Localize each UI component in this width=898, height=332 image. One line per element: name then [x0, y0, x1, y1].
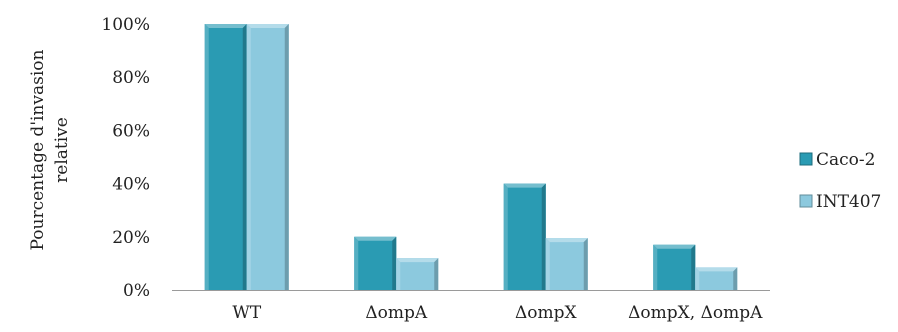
bar [354, 236, 397, 290]
legend-item: INT407 [799, 192, 881, 212]
bar-body [545, 238, 588, 290]
x-category-label: ΔompX, ΔompA [628, 303, 763, 323]
x-axis: WT ΔompA ΔompX ΔompX, ΔompA [232, 303, 763, 323]
y-tick-label: 100% [101, 15, 150, 35]
legend: Caco-2 INT407 [799, 150, 881, 212]
bar-body [396, 258, 439, 290]
bar-bevel-right [434, 258, 439, 290]
bar-bevel-top [653, 244, 696, 249]
bar-bevel-left [503, 183, 508, 290]
bar [396, 258, 439, 290]
bar [503, 183, 546, 290]
y-tick-label: 80% [112, 68, 150, 88]
bar-bevel-top [545, 238, 588, 243]
bar-bevel-top [354, 236, 397, 241]
bar-body [354, 236, 397, 290]
bar [246, 24, 289, 290]
bar-bevel-left [545, 238, 550, 290]
x-category-label: WT [232, 303, 261, 323]
y-tick-label: 60% [112, 121, 150, 141]
bar-bevel-right [284, 24, 289, 290]
bar-bevel-top [246, 24, 289, 28]
y-tick-label: 40% [112, 175, 150, 195]
legend-label: Caco-2 [816, 150, 875, 170]
y-axis-title-line-1: Pourcentage d'invasion [28, 49, 48, 250]
x-category-label: ΔompX [515, 303, 578, 323]
bar-bevel-right [541, 183, 546, 290]
bar-bevel-right [242, 24, 247, 290]
bar-bevel-left [695, 267, 700, 290]
bar-bevel-top [204, 24, 247, 28]
legend-swatch [799, 152, 813, 166]
bar [204, 24, 247, 290]
legend-label: INT407 [816, 192, 881, 212]
bar-body [204, 24, 247, 290]
x-category-label: ΔompA [365, 303, 428, 323]
y-tick-label: 20% [112, 228, 150, 248]
y-tick-label: 0% [123, 281, 150, 301]
bar-bevel-right [691, 244, 696, 290]
y-axis-title-line-2: relative [52, 117, 72, 183]
bar [545, 238, 588, 290]
bar-bevel-top [503, 183, 546, 188]
bar-bevel-top [695, 267, 738, 272]
bar-body [695, 267, 738, 290]
y-axis: 0% 20% 40% 60% 80% 100% [101, 15, 150, 301]
bar-bevel-right [583, 238, 588, 290]
bar-body [246, 24, 289, 290]
y-axis-title: Pourcentage d'invasion relative [28, 49, 72, 250]
bar-bevel-left [653, 244, 658, 290]
plot-area [204, 24, 738, 290]
legend-item: Caco-2 [799, 150, 875, 170]
bar-bevel-left [396, 258, 401, 290]
bar [653, 244, 696, 290]
legend-swatch [799, 194, 813, 208]
bar-bevel-left [246, 24, 251, 290]
bar-bevel-right [733, 267, 738, 290]
bar-body [653, 244, 696, 290]
bar-bevel-top [396, 258, 439, 263]
bar-body [503, 183, 546, 290]
bar-bevel-right [392, 236, 397, 290]
bar [695, 267, 738, 290]
bar-bevel-left [354, 236, 359, 290]
bar-bevel-left [204, 24, 209, 290]
